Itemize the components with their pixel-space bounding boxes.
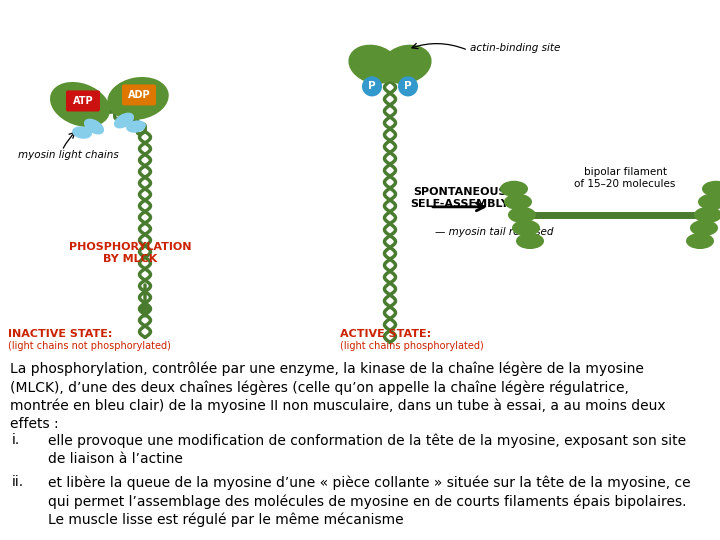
Text: (light chains phosphorylated): (light chains phosphorylated) (340, 341, 484, 352)
Text: SPONTANEOUS: SPONTANEOUS (413, 187, 507, 197)
Ellipse shape (84, 119, 104, 134)
Text: SELF-ASSEMBLY: SELF-ASSEMBLY (410, 199, 509, 209)
Text: ATP: ATP (73, 96, 94, 106)
Text: La phosphorylation, contrôlée par une enzyme, la kinase de la chaîne légère de l: La phosphorylation, contrôlée par une en… (10, 361, 665, 431)
Ellipse shape (114, 113, 134, 129)
Ellipse shape (504, 194, 532, 210)
Circle shape (398, 76, 418, 97)
Ellipse shape (686, 233, 714, 249)
Text: ii.: ii. (12, 476, 24, 489)
Text: bipolar filament: bipolar filament (583, 167, 667, 177)
Ellipse shape (516, 233, 544, 249)
Ellipse shape (380, 45, 431, 84)
Circle shape (362, 76, 382, 97)
Ellipse shape (50, 82, 110, 127)
Text: elle provoque une modification de conformation de la tête de la myosine, exposan: elle provoque une modification de confor… (48, 434, 686, 466)
Ellipse shape (107, 77, 168, 120)
Ellipse shape (690, 220, 718, 236)
Text: actin-binding site: actin-binding site (470, 43, 560, 53)
Text: (light chains not phosphorylated): (light chains not phosphorylated) (8, 341, 171, 352)
Text: INACTIVE STATE:: INACTIVE STATE: (8, 329, 112, 339)
Ellipse shape (694, 207, 720, 223)
FancyBboxPatch shape (66, 90, 100, 111)
FancyBboxPatch shape (122, 84, 156, 105)
Text: myosin light chains: myosin light chains (18, 150, 119, 160)
Text: i.: i. (12, 434, 20, 448)
Text: PHOSPHORYLATION: PHOSPHORYLATION (68, 242, 192, 252)
Text: ADP: ADP (127, 90, 150, 100)
Ellipse shape (348, 45, 400, 84)
Text: et libère la queue de la myosine d’une « pièce collante » située sur la tête de : et libère la queue de la myosine d’une «… (48, 476, 690, 527)
Ellipse shape (126, 120, 146, 133)
Text: P: P (404, 82, 412, 91)
Ellipse shape (508, 207, 536, 223)
Text: ACTIVE STATE:: ACTIVE STATE: (340, 329, 431, 339)
Text: P: P (368, 82, 376, 91)
Text: BY MLCK: BY MLCK (103, 254, 157, 264)
Text: of 15–20 molecules: of 15–20 molecules (575, 179, 675, 189)
Text: Phosphorylation de la chaîne légère et régulation de l'assemblage de la myosine : Phosphorylation de la chaîne légère et r… (0, 10, 720, 26)
Ellipse shape (702, 181, 720, 197)
Ellipse shape (500, 181, 528, 197)
Text: — myosin tail released: — myosin tail released (435, 227, 554, 237)
Ellipse shape (512, 220, 540, 236)
Ellipse shape (72, 126, 92, 139)
Ellipse shape (698, 194, 720, 210)
